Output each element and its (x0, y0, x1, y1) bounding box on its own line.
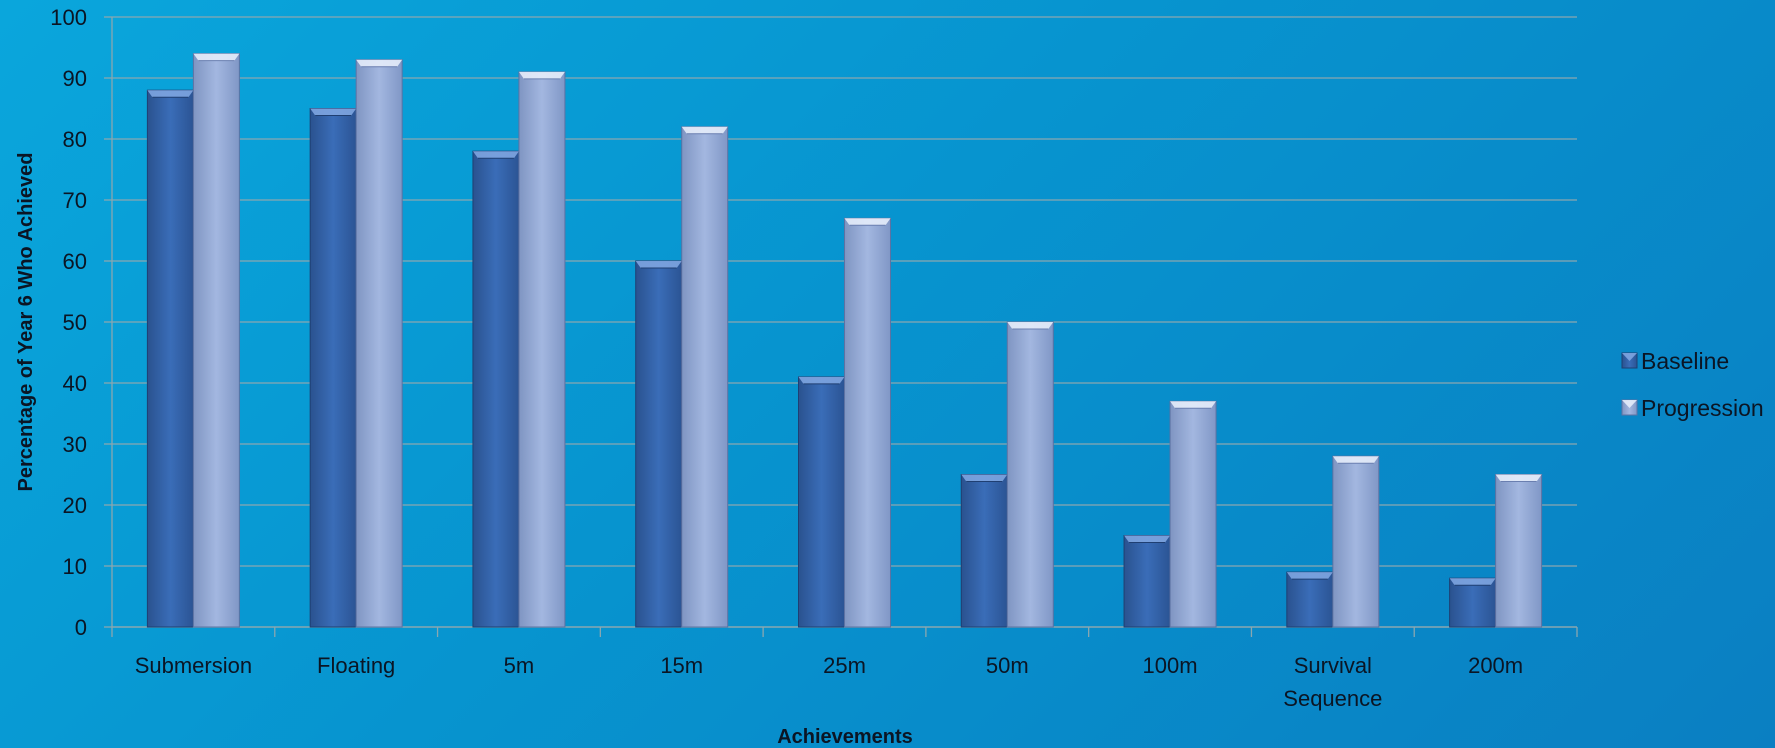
legend-item-baseline: Baseline (1622, 348, 1729, 374)
x-tick-label: Submersion (135, 653, 252, 678)
bar-progression (356, 60, 402, 627)
y-axis-title: Percentage of Year 6 Who Achieved (15, 152, 37, 491)
x-tick-labels: Submersion Floating 5m 15m 25m 50m 100m Surviva… (135, 653, 1523, 711)
bar-baseline (310, 109, 356, 628)
bar-progression (845, 218, 891, 627)
bar-progression (1333, 456, 1379, 627)
bar-baseline (636, 261, 682, 627)
legend-item-progression: Progression (1622, 395, 1764, 421)
y-tick-label: 70 (63, 188, 87, 213)
bar-progression (519, 72, 565, 627)
y-tick-label: 90 (63, 66, 87, 91)
x-tick-label: 5m (504, 653, 535, 678)
bar-baseline (1450, 578, 1496, 627)
x-tick-label: 25m (823, 653, 866, 678)
bar-baseline (147, 90, 193, 627)
bar-progression (193, 54, 239, 627)
y-tick-label: 60 (63, 249, 87, 274)
y-tick-label: 30 (63, 432, 87, 457)
legend: Baseline Progression (1622, 348, 1764, 421)
y-tick-label: 10 (63, 554, 87, 579)
x-tick-label: 100m (1143, 653, 1198, 678)
bar-baseline (1287, 572, 1333, 627)
y-tick-label: 80 (63, 127, 87, 152)
bar-baseline (473, 151, 519, 627)
bar-baseline (961, 475, 1007, 628)
bar-baseline (1124, 536, 1170, 628)
x-tick-label: Floating (317, 653, 395, 678)
y-tick-label: 0 (75, 615, 87, 640)
x-tick-label: 50m (986, 653, 1029, 678)
x-tick-label: 200m (1468, 653, 1523, 678)
bar-progression (1007, 322, 1053, 627)
legend-label: Progression (1641, 395, 1764, 421)
bar-baseline (799, 377, 845, 627)
y-tick-label: 100 (50, 5, 87, 30)
x-tick-label: Survival Sequence (1283, 653, 1382, 711)
y-tick-label: 20 (63, 493, 87, 518)
y-axis: 0 10 20 30 40 50 60 70 80 90 100 (50, 5, 112, 640)
bar-progression (1496, 475, 1542, 628)
x-axis (112, 627, 1577, 637)
y-tick-label: 40 (63, 371, 87, 396)
y-tick-label: 50 (63, 310, 87, 335)
bar-progression (682, 127, 728, 627)
x-axis-title: Achievements (777, 726, 913, 748)
x-tick-label: 15m (660, 653, 703, 678)
bar-progression (1170, 401, 1216, 627)
legend-label: Baseline (1641, 348, 1729, 374)
